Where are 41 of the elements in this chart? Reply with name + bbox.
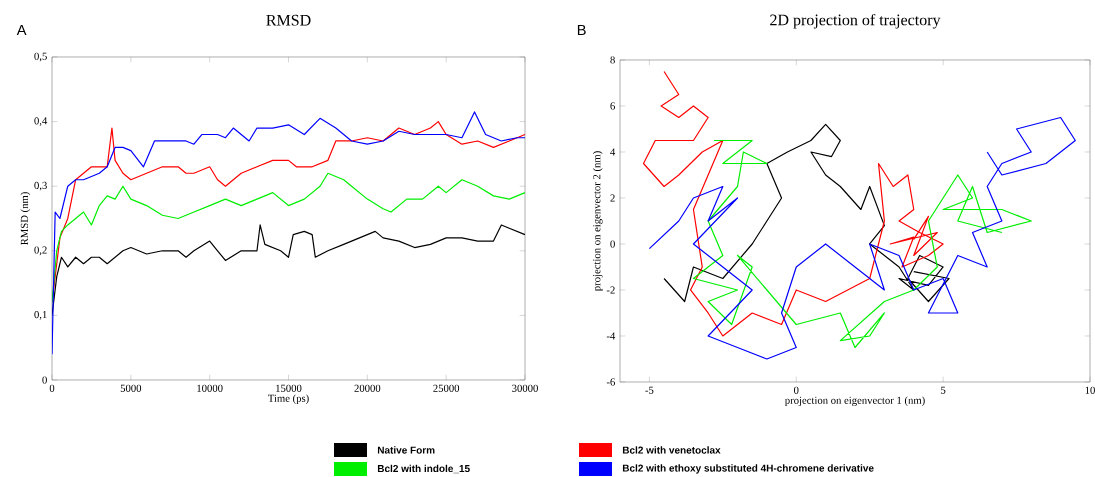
y-tick-label: 4: [610, 148, 616, 156]
y-tick-label: 0,5: [34, 52, 47, 62]
legend-label: Bcl2 with ethoxy substituted 4H-chromene derivative: [622, 464, 874, 474]
y-tick-label: 0,1: [34, 311, 47, 320]
y-axis-title: RMSD (nm): [20, 192, 31, 245]
line-series: [663, 123, 950, 303]
legend-label: Bcl2 with indole_15: [377, 464, 470, 474]
x-tick-label: 30000: [512, 384, 538, 392]
text: B: [577, 24, 586, 36]
y-tick-label: -2: [606, 286, 615, 294]
y-tick-label: 0,3: [34, 181, 47, 191]
x-tick-label: 5000: [120, 384, 142, 392]
y-tick-label: -4: [606, 332, 616, 340]
y-axis-title: projection on eigenvector 2 (nm): [592, 151, 603, 292]
line-series: [642, 70, 944, 337]
x-tick-label: 0: [49, 384, 55, 392]
chart-title: RMSD: [266, 14, 311, 26]
legend-label: Bcl2 with venetoclax: [622, 446, 721, 454]
legend-label: Native Form: [377, 446, 435, 454]
x-tick-label: 25000: [433, 384, 460, 392]
x-tick-label: -5: [645, 386, 654, 394]
y-tick-label: 0,4: [34, 117, 48, 126]
chart-title: 2D projection of trajectory: [770, 13, 941, 29]
x-tick-label: 5: [941, 386, 946, 394]
line-series: [692, 139, 1032, 349]
y-tick-label: 8: [610, 56, 615, 64]
y-tick-label: 6: [610, 102, 615, 110]
y-tick-label: 0: [42, 376, 47, 384]
line-series: [648, 116, 1076, 360]
y-tick-label: 0,2: [34, 246, 47, 256]
x-tick-label: 10: [1085, 386, 1095, 394]
x-tick-label: 15000: [276, 384, 302, 392]
x-tick-label: 0: [793, 386, 799, 394]
x-axis-title: projection on eigenvector 1 (nm): [784, 396, 925, 407]
y-tick-label: 0: [610, 240, 615, 248]
x-tick-label: 10000: [197, 384, 223, 392]
x-axis-title: Time (ps): [268, 394, 309, 405]
y-tick-label: -6: [606, 378, 615, 386]
y-tick-label: 2: [610, 194, 615, 202]
text: A: [16, 24, 27, 36]
x-tick-label: 20000: [354, 384, 381, 392]
